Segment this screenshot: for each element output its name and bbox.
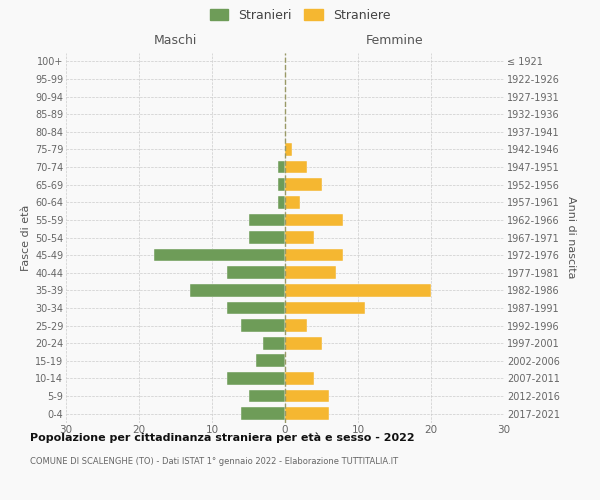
Bar xyxy=(285,302,365,314)
Bar xyxy=(256,354,285,367)
Bar xyxy=(285,284,431,296)
Text: Femmine: Femmine xyxy=(365,34,424,47)
Bar xyxy=(154,249,285,262)
Bar xyxy=(241,408,285,420)
Text: Popolazione per cittadinanza straniera per età e sesso - 2022: Popolazione per cittadinanza straniera p… xyxy=(30,432,415,443)
Bar xyxy=(285,408,329,420)
Bar xyxy=(227,266,285,279)
Bar xyxy=(227,302,285,314)
Bar xyxy=(278,196,285,208)
Bar xyxy=(285,214,343,226)
Bar xyxy=(285,231,314,244)
Bar xyxy=(263,337,285,349)
Text: COMUNE DI SCALENGHE (TO) - Dati ISTAT 1° gennaio 2022 - Elaborazione TUTTITALIA.: COMUNE DI SCALENGHE (TO) - Dati ISTAT 1°… xyxy=(30,458,398,466)
Bar xyxy=(278,160,285,173)
Bar xyxy=(248,214,285,226)
Bar xyxy=(285,337,322,349)
Y-axis label: Anni di nascita: Anni di nascita xyxy=(566,196,577,279)
Bar xyxy=(248,231,285,244)
Y-axis label: Fasce di età: Fasce di età xyxy=(20,204,31,270)
Bar xyxy=(278,178,285,191)
Bar xyxy=(285,160,307,173)
Bar xyxy=(285,372,314,385)
Bar xyxy=(285,266,336,279)
Bar xyxy=(227,372,285,385)
Bar xyxy=(248,390,285,402)
Bar xyxy=(285,249,343,262)
Text: Maschi: Maschi xyxy=(154,34,197,47)
Bar xyxy=(241,320,285,332)
Bar xyxy=(285,390,329,402)
Bar xyxy=(285,178,322,191)
Legend: Stranieri, Straniere: Stranieri, Straniere xyxy=(207,6,393,24)
Bar xyxy=(285,196,299,208)
Bar xyxy=(190,284,285,296)
Bar xyxy=(285,320,307,332)
Bar xyxy=(285,143,292,156)
